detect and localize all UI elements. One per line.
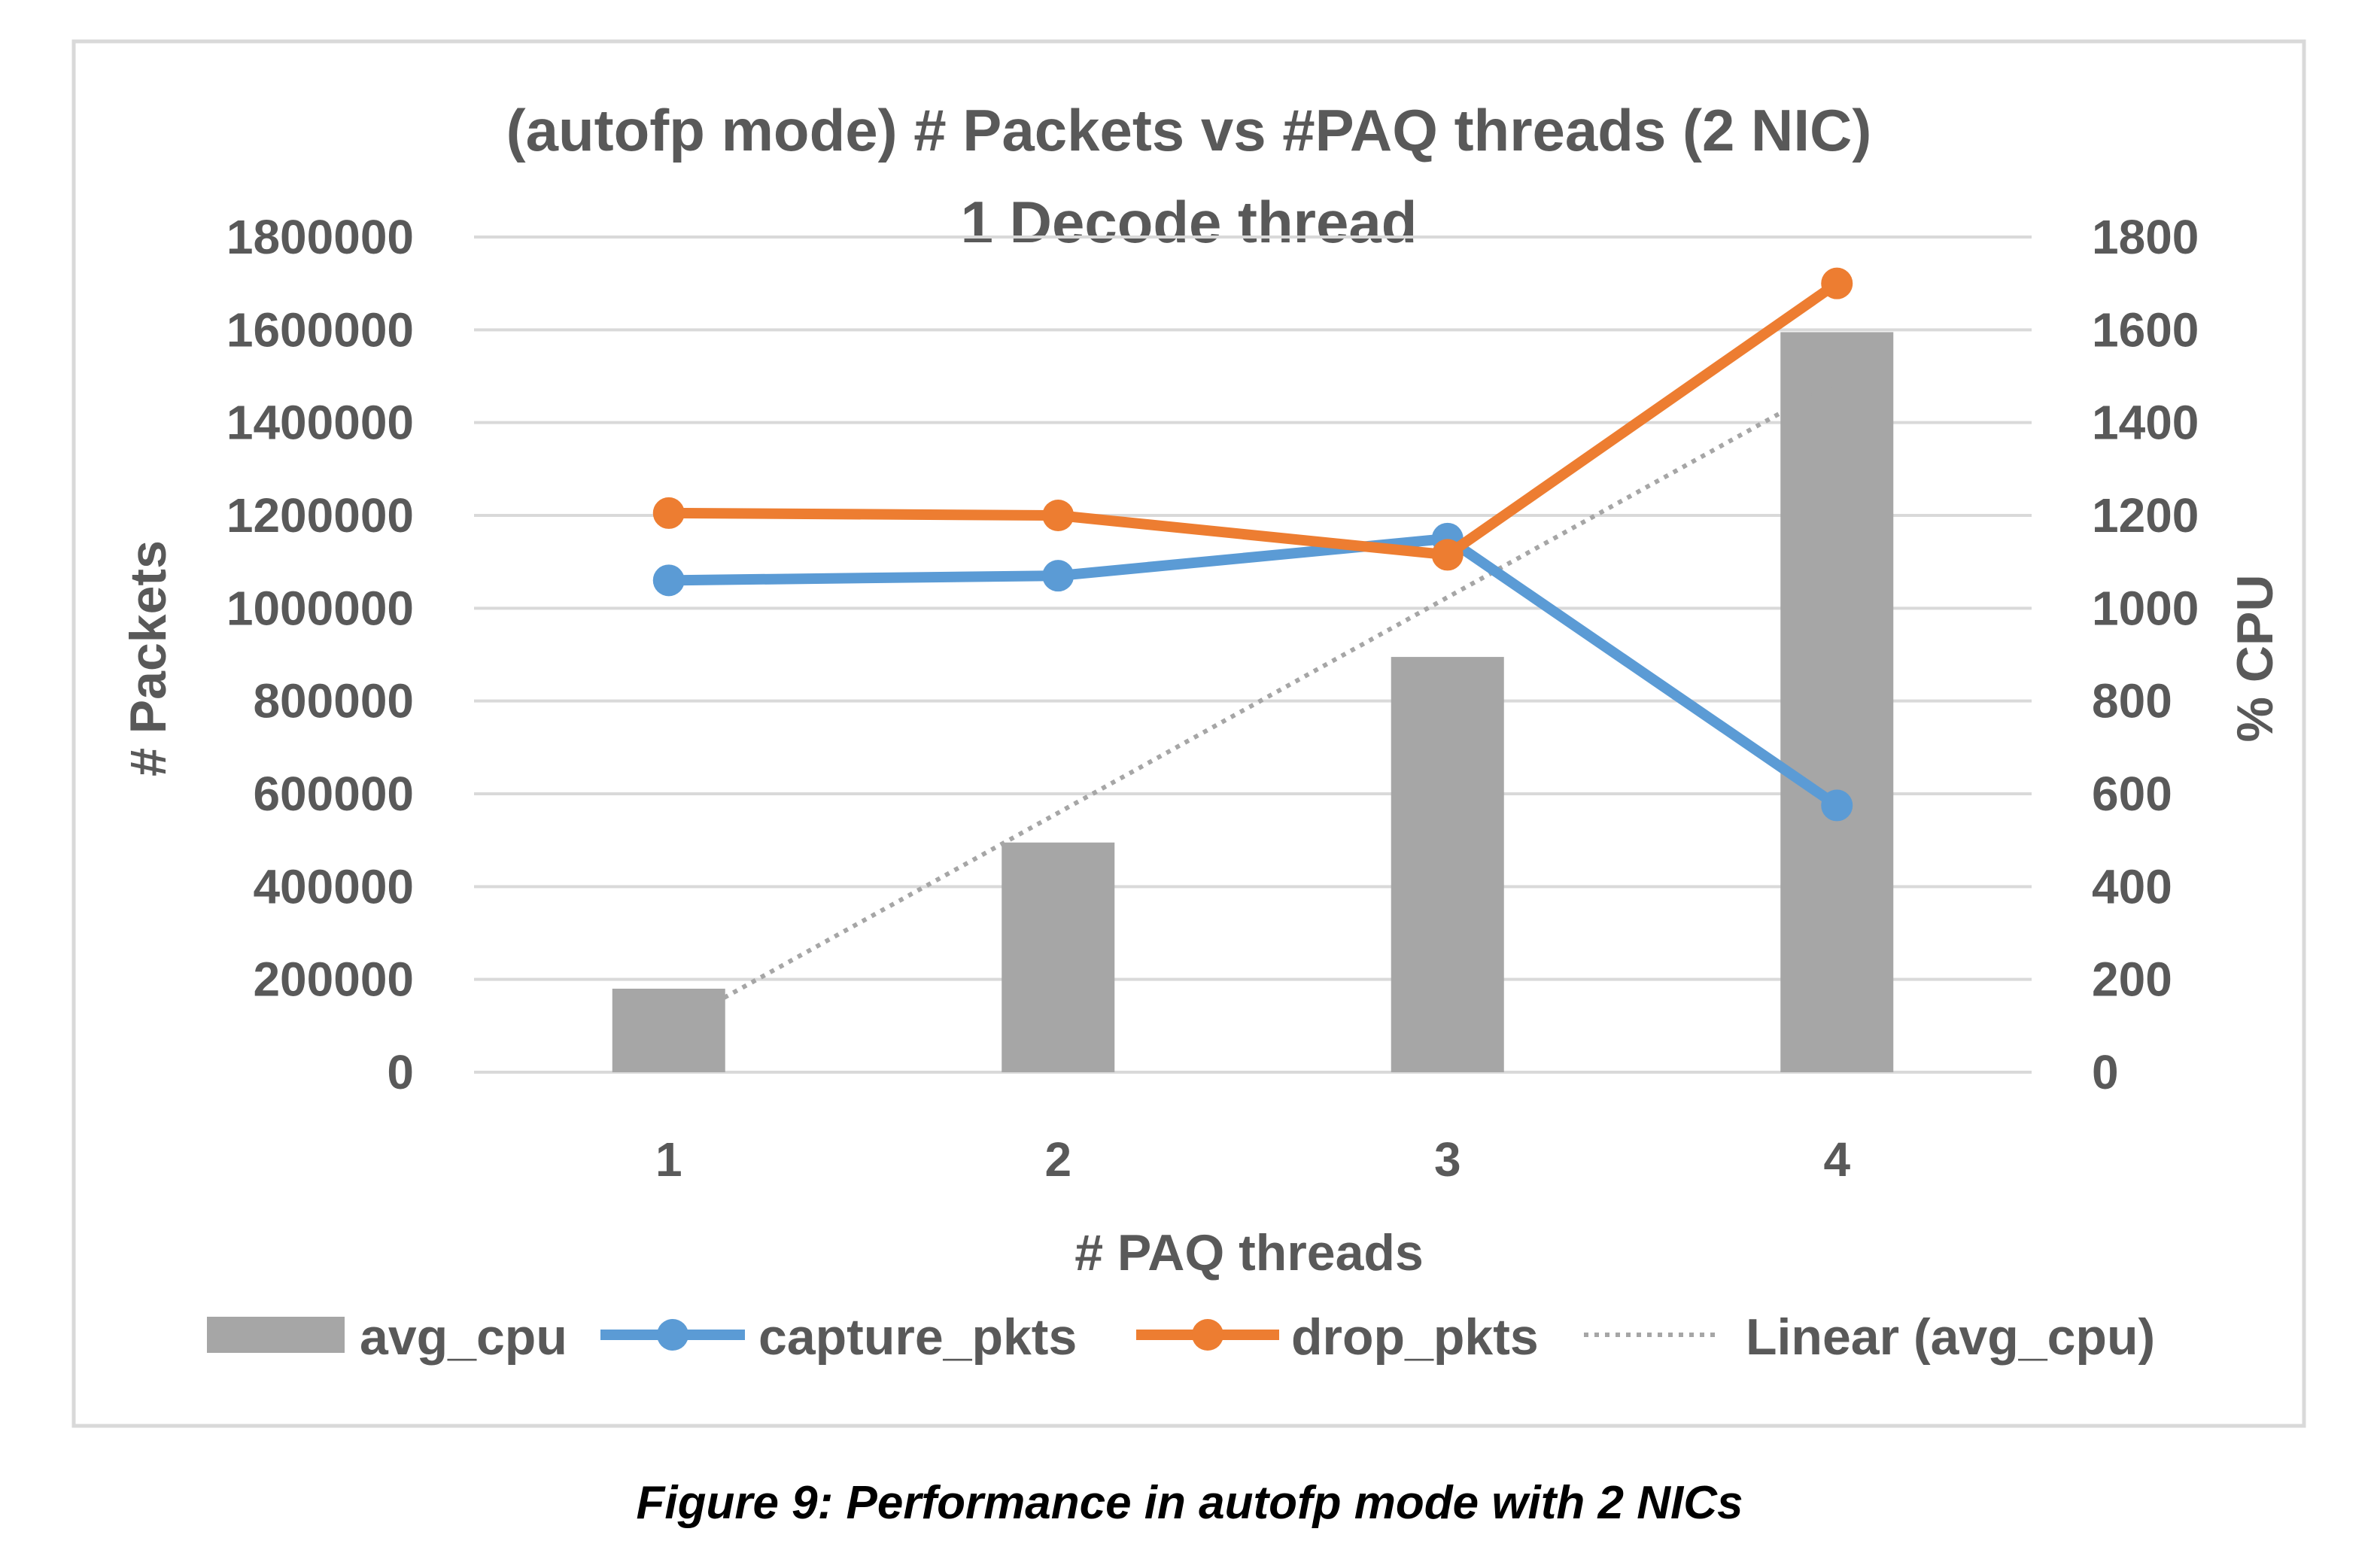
y-tick-label-right: 1400: [2092, 396, 2199, 450]
x-tick-label: 1: [655, 1132, 682, 1187]
point-drop_pkts: [1431, 539, 1464, 571]
bar-avg-cpu: [1002, 842, 1115, 1072]
point-drop_pkts: [1042, 500, 1074, 531]
y-tick-label-left: 600000: [253, 767, 414, 821]
line-capture_pkts: [668, 533, 1840, 810]
legend-label-avg-cpu: avg_cpu: [360, 1308, 567, 1366]
y-tick-label-right: 1800: [2092, 210, 2199, 264]
x-axis-ticks: 1 2 3 4: [655, 1132, 1851, 1187]
y-tick-label-left: 1400000: [226, 396, 414, 450]
point-drop_pkts: [1821, 267, 1853, 299]
legend-label-trendline: Linear (avg_cpu): [1746, 1308, 2155, 1366]
line-drop_pkts: [668, 278, 1840, 561]
point-capture_pkts: [1821, 789, 1853, 822]
point-capture_pkts: [652, 564, 685, 597]
trendline-avg-cpu: [667, 379, 1838, 1031]
y-tick-label-right: 1000: [2092, 581, 2199, 635]
bar-avg-cpu: [612, 989, 725, 1072]
legend-swatch-drop-marker: [1192, 1319, 1223, 1351]
figure-caption: Figure 9: Performance in autofp mode wit…: [637, 1477, 1743, 1529]
gridlines: [474, 236, 2032, 1074]
x-tick-label: 2: [1044, 1132, 1071, 1187]
y-tick-label-left: 1200000: [226, 488, 414, 542]
legend: avg_cpu capture_pkts drop_pkts Linear (a…: [207, 1308, 2155, 1366]
x-tick-label: 3: [1434, 1132, 1461, 1187]
x-axis-title: # PAQ threads: [1074, 1224, 1424, 1281]
trendline-series: [667, 379, 1838, 1031]
bar-avg-cpu: [1391, 657, 1504, 1072]
legend-label-drop-pkts: drop_pkts: [1291, 1308, 1539, 1366]
legend-swatch-avg-cpu: [207, 1317, 345, 1353]
y-tick-label-right: 1200: [2092, 488, 2199, 542]
chart-frame: [71, 39, 2306, 1428]
y-tick-label-right: 0: [2092, 1045, 2119, 1099]
y-axis-right-title: % CPU: [2227, 575, 2284, 743]
y-tick-label-left: 1800000: [226, 210, 414, 264]
chart-title: (autofp mode) # Packets vs #PAQ threads …: [506, 97, 1872, 163]
y-tick-label-right: 800: [2092, 674, 2172, 728]
y-tick-label-left: 1000000: [226, 581, 414, 635]
y-axis-left-title: # Packets: [120, 540, 177, 776]
legend-label-capture-pkts: capture_pkts: [758, 1308, 1077, 1366]
y-tick-label-left: 400000: [253, 859, 414, 913]
point-drop_pkts: [652, 497, 685, 529]
y-tick-label-right: 600: [2092, 767, 2172, 821]
y-tick-label-left: 1600000: [226, 302, 414, 357]
y-axis-right-ticks: 0 200 400 600 800 1000 1200 1400 1600 1800: [2092, 210, 2199, 1099]
bar-series-avg-cpu: [612, 332, 1894, 1073]
bar-avg-cpu: [1780, 332, 1894, 1073]
y-tick-label-right: 200: [2092, 953, 2172, 1007]
legend-swatch-capture-marker: [657, 1319, 688, 1351]
x-tick-label: 4: [1823, 1132, 1850, 1187]
chart-subtitle: 1 Decode thread: [961, 189, 1418, 255]
y-tick-label-left: 800000: [253, 674, 414, 728]
line-series: [652, 267, 1853, 822]
y-tick-label-right: 1600: [2092, 302, 2199, 357]
y-tick-label-left: 0: [387, 1045, 414, 1099]
point-capture_pkts: [1042, 560, 1074, 592]
y-axis-left-ticks: 0 200000 400000 600000 800000 1000000 1200000 1…: [226, 210, 414, 1099]
y-tick-label-left: 200000: [253, 953, 414, 1007]
y-tick-label-right: 400: [2092, 859, 2172, 913]
